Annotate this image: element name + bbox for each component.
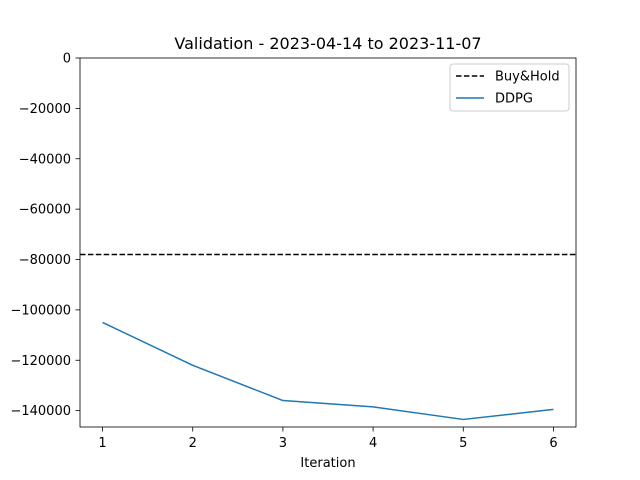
y-tick-label: 0 — [63, 52, 71, 67]
x-tick-label: 6 — [549, 436, 557, 451]
x-tick-label: 5 — [459, 436, 467, 451]
x-tick-label: 4 — [369, 436, 377, 451]
plot-frame — [79, 57, 577, 428]
y-tick-label: −100000 — [10, 303, 71, 318]
legend: Buy&Hold DDPG — [449, 63, 570, 112]
y-tick-label: −20000 — [19, 102, 71, 117]
x-axis-label: Iteration — [300, 456, 355, 471]
plot-area: 1 2 3 4 5 6 0 −20000 −40000 −60000 −80000 −100000 −1… — [10, 52, 577, 451]
y-tick-label: −120000 — [10, 354, 71, 369]
y-tick-label: −80000 — [19, 253, 71, 268]
x-tick-label: 1 — [98, 436, 106, 451]
chart-title: Validation - 2023-04-14 to 2023-11-07 — [174, 34, 481, 53]
x-tick-label: 3 — [279, 436, 287, 451]
y-tick-label: −60000 — [19, 203, 71, 218]
y-tick-label: −40000 — [19, 152, 71, 167]
legend-label: Buy&Hold — [495, 70, 560, 85]
legend-label: DDPG — [495, 92, 533, 107]
y-tick-label: −140000 — [10, 404, 71, 419]
series-ddpg-line — [102, 321, 554, 421]
x-tick-label: 2 — [189, 436, 197, 451]
